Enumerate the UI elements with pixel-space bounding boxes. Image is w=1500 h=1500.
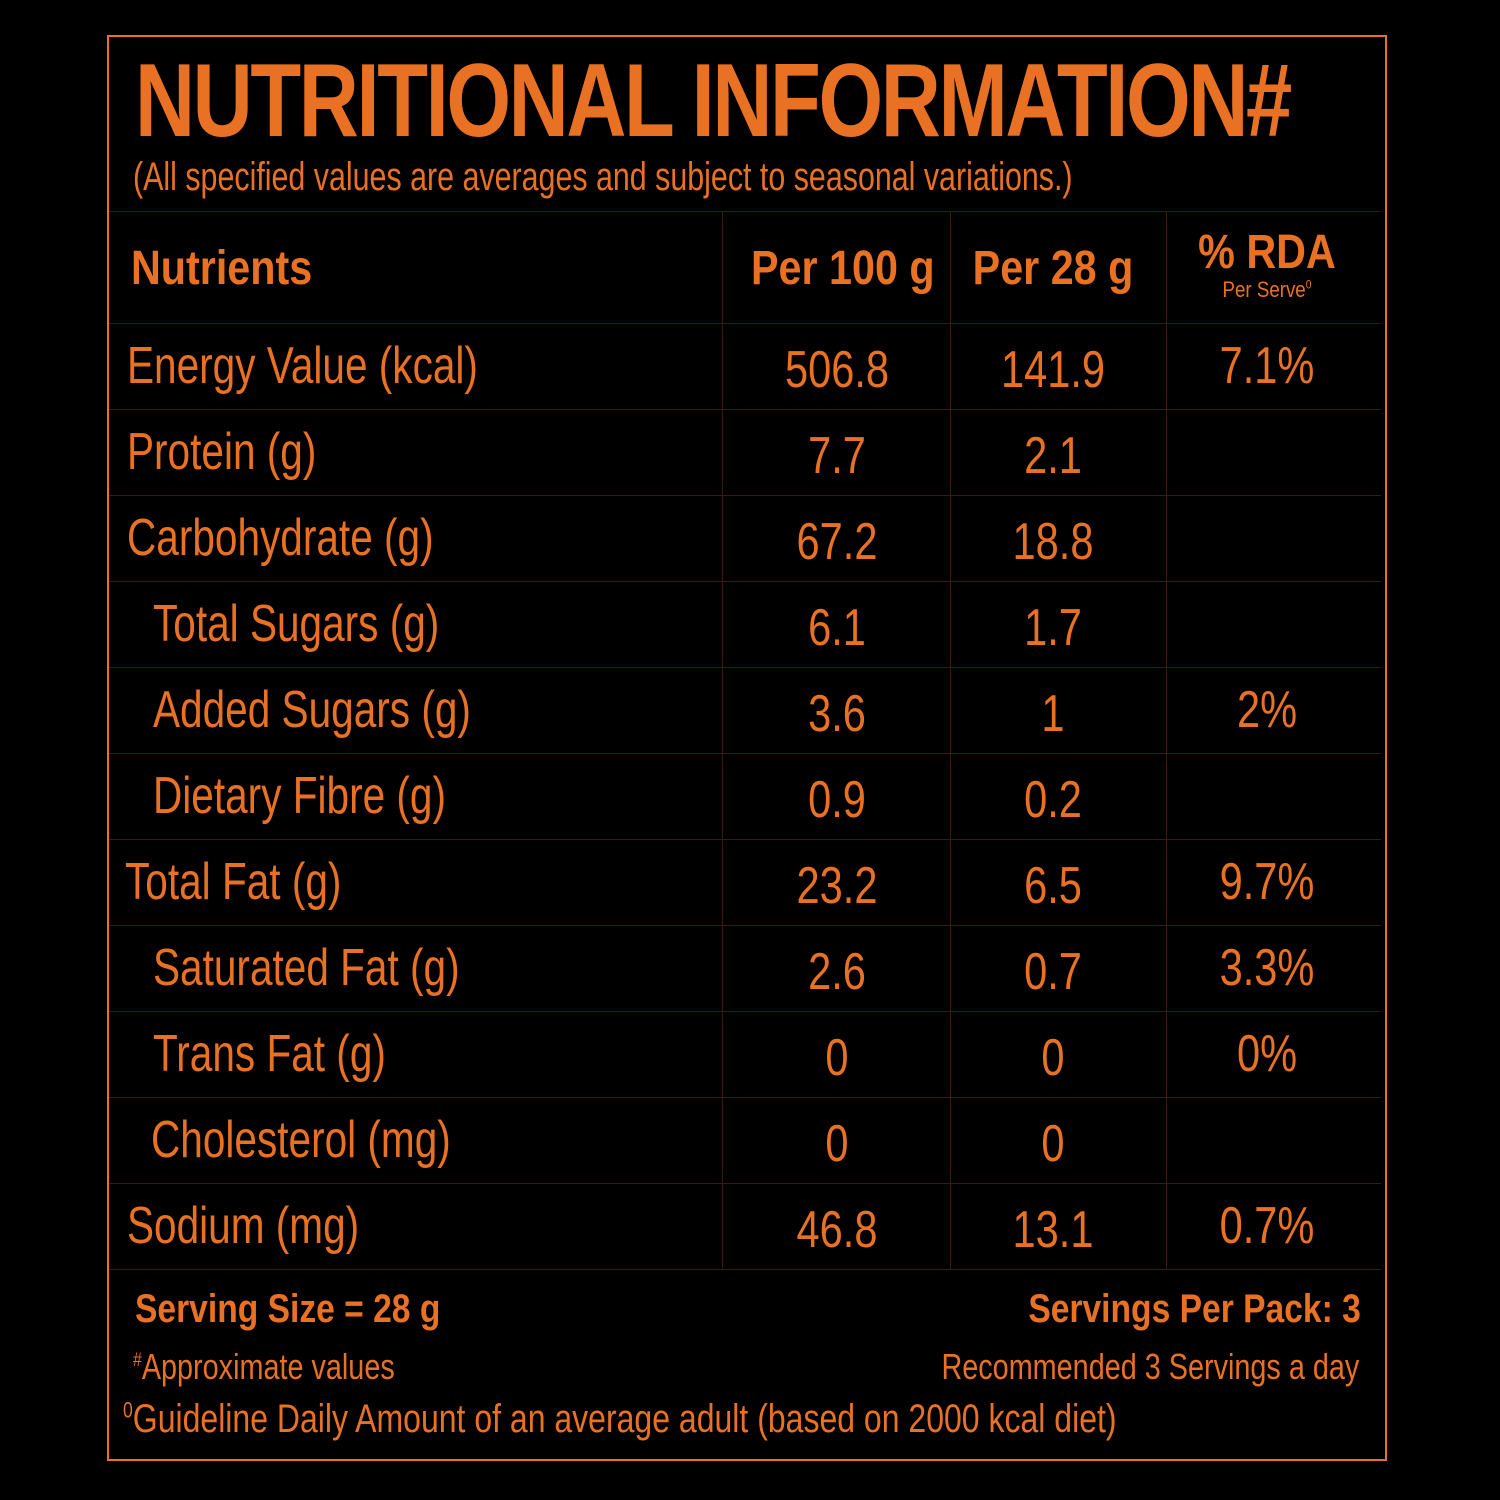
nutrient-name: Trans Fat (g): [153, 1025, 386, 1083]
value-per-28g: 1: [1041, 685, 1065, 743]
value-per-28g: 0: [1041, 1115, 1065, 1173]
column-divider: [950, 211, 951, 1269]
value-per-100g: 2.6: [808, 943, 866, 1001]
page-title: NUTRITIONAL INFORMATION#: [135, 43, 1292, 159]
value-rda: 3.3%: [1219, 939, 1315, 997]
value-per-100g: 67.2: [796, 513, 878, 571]
nutrient-name: Carbohydrate (g): [127, 509, 434, 567]
subtitle: (All specified values are averages and s…: [133, 155, 1073, 199]
nutrient-name: Cholesterol (mg): [151, 1111, 451, 1169]
nutrient-name: Saturated Fat (g): [153, 939, 460, 997]
servings-per-pack: Servings Per Pack: 3: [1028, 1287, 1361, 1331]
row-divider: [109, 1269, 1381, 1270]
value-per-100g: 46.8: [796, 1201, 878, 1259]
value-per-100g: 0: [825, 1115, 849, 1173]
row-divider: [109, 495, 1381, 496]
nutrient-name: Protein (g): [127, 423, 317, 481]
value-per-28g: 0.2: [1024, 771, 1082, 829]
value-per-100g: 23.2: [796, 857, 878, 915]
value-per-100g: 506.8: [784, 341, 890, 399]
value-per-100g: 7.7: [808, 427, 866, 485]
value-per-28g: 141.9: [1000, 341, 1106, 399]
value-per-28g: 6.5: [1024, 857, 1082, 915]
approximate-values-note: #Approximate values: [133, 1349, 395, 1385]
header-rda-per-serve: Per Serve0: [1182, 279, 1352, 301]
column-divider: [722, 211, 723, 1269]
recommended-servings: Recommended 3 Servings a day: [941, 1346, 1359, 1387]
value-per-28g: 0.7: [1024, 943, 1082, 1001]
row-divider: [109, 581, 1381, 582]
value-per-28g: 2.1: [1024, 427, 1082, 485]
row-divider: [109, 323, 1381, 324]
value-per-100g: 0.9: [808, 771, 866, 829]
header-nutrients: Nutrients: [131, 242, 313, 295]
nutrient-name: Energy Value (kcal): [127, 337, 478, 395]
header-per-28g: Per 28 g: [972, 242, 1134, 295]
value-rda: 0.7%: [1219, 1197, 1315, 1255]
nutrient-name: Dietary Fibre (g): [153, 767, 446, 825]
nutrient-name: Total Sugars (g): [153, 595, 440, 653]
guideline-note: 0Guideline Daily Amount of an average ad…: [123, 1399, 1117, 1439]
nutrient-name: Sodium (mg): [127, 1197, 360, 1255]
header-rda: % RDA: [1198, 226, 1336, 279]
row-divider: [109, 1011, 1381, 1012]
row-divider: [109, 211, 1381, 212]
serving-size: Serving Size = 28 g: [135, 1287, 441, 1331]
nutrient-name: Total Fat (g): [125, 853, 342, 911]
approx-marker: #: [133, 1349, 142, 1371]
guideline-marker: 0: [123, 1397, 133, 1423]
value-per-100g: 3.6: [808, 685, 866, 743]
value-per-100g: 0: [825, 1029, 849, 1087]
row-divider: [109, 1183, 1381, 1184]
row-divider: [109, 925, 1381, 926]
value-per-100g: 6.1: [808, 599, 866, 657]
value-per-28g: 1.7: [1024, 599, 1082, 657]
row-divider: [109, 409, 1381, 410]
value-rda: 2%: [1236, 681, 1298, 739]
rda-sub-label: Per Serve: [1222, 277, 1306, 302]
value-per-28g: 0: [1041, 1029, 1065, 1087]
row-divider: [109, 839, 1381, 840]
value-rda: 9.7%: [1219, 853, 1315, 911]
value-rda: 7.1%: [1219, 337, 1315, 395]
nutrient-name: Added Sugars (g): [153, 681, 471, 739]
value-per-28g: 13.1: [1012, 1201, 1094, 1259]
header-per-100g: Per 100 g: [751, 242, 935, 295]
nutrition-panel: NUTRITIONAL INFORMATION# (All specified …: [107, 35, 1387, 1461]
column-divider: [1166, 211, 1167, 1269]
row-divider: [109, 667, 1381, 668]
approx-text: Approximate values: [141, 1346, 395, 1387]
rda-sub-marker: 0: [1305, 277, 1312, 292]
row-divider: [109, 753, 1381, 754]
row-divider: [109, 1097, 1381, 1098]
value-per-28g: 18.8: [1012, 513, 1094, 571]
value-rda: 0%: [1236, 1025, 1298, 1083]
guideline-text: Guideline Daily Amount of an average adu…: [132, 1397, 1117, 1441]
